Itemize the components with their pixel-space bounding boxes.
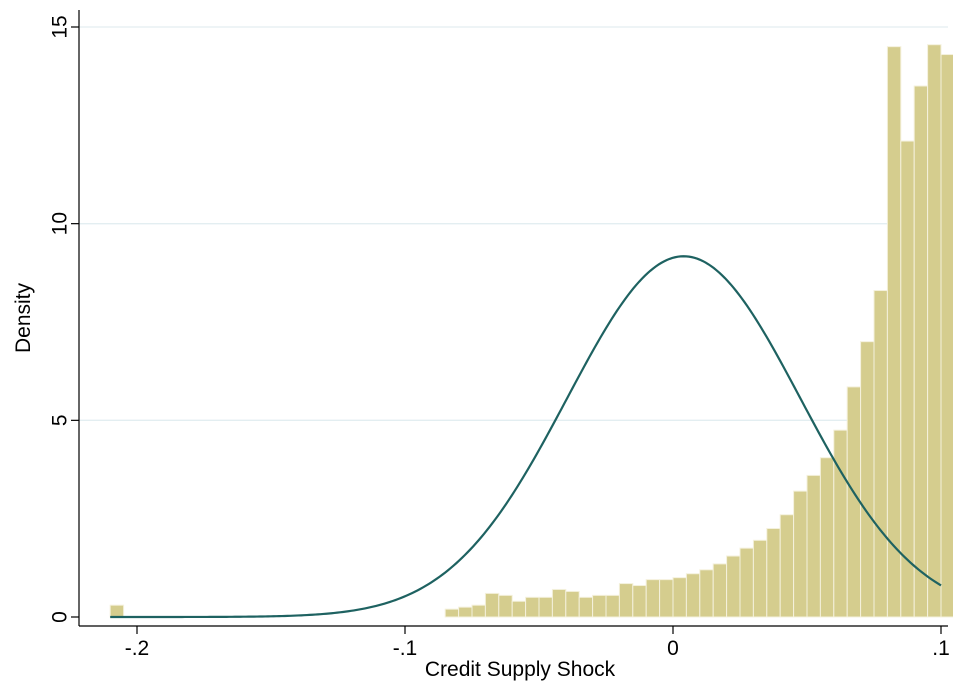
histogram-bar [712, 563, 728, 618]
histogram-bar [766, 528, 781, 618]
x-tick-label: -.1 [393, 637, 418, 660]
histogram-bar [471, 604, 486, 618]
histogram-bar [819, 457, 835, 618]
histogram-bar [873, 290, 888, 618]
histogram-bar [592, 594, 607, 618]
y-tick-label: 10 [49, 212, 72, 235]
histogram-bar [659, 579, 674, 618]
histogram-bar [565, 590, 580, 618]
histogram-bar [525, 596, 540, 618]
histogram-bar [458, 606, 473, 618]
histogram-bars [109, 44, 953, 618]
histogram-bar [672, 577, 687, 618]
y-axis-title: Density [12, 282, 35, 353]
histogram-bar [551, 588, 567, 618]
x-axis-title: Credit Supply Shock [425, 658, 616, 681]
histogram-bar [109, 604, 125, 618]
gridlines [79, 26, 948, 421]
y-tick-label: 0 [49, 611, 72, 623]
histogram-bar [752, 539, 768, 618]
histogram-bar [886, 46, 902, 618]
histogram-bar [618, 583, 634, 618]
histogram-bar [833, 429, 848, 618]
x-tick-label: -.2 [125, 637, 150, 660]
histogram-bar [779, 514, 795, 618]
axis-ticks: 0 5 10 15 -.2 -.1 0 .1 [49, 15, 950, 660]
histogram-bar [860, 341, 875, 618]
histogram-bar [632, 585, 647, 618]
histogram-bar [605, 594, 620, 618]
histogram-bar [511, 600, 527, 618]
histogram-bar [699, 569, 714, 618]
histogram-bar [913, 85, 929, 618]
y-tick-label: 5 [49, 414, 72, 426]
histogram-bar [806, 474, 821, 618]
histogram-bar [940, 54, 953, 618]
histogram-bar [578, 596, 594, 618]
histogram-bar [498, 594, 513, 618]
normal-density-curve [110, 255, 942, 619]
x-tick-label: .1 [932, 637, 950, 660]
histogram-bar [685, 573, 701, 618]
histogram-bar [900, 140, 915, 618]
histogram-bar [927, 44, 942, 618]
histogram-bar [739, 547, 754, 618]
histogram-bar [538, 596, 553, 618]
histogram-bar [444, 608, 460, 618]
histogram-bar [726, 555, 741, 618]
y-tick-label: 15 [49, 15, 72, 38]
x-tick-label: 0 [667, 637, 679, 660]
histogram-bar [846, 386, 862, 618]
histogram-bar [645, 579, 661, 618]
histogram-bar [793, 490, 808, 618]
histogram-bar [484, 592, 500, 618]
